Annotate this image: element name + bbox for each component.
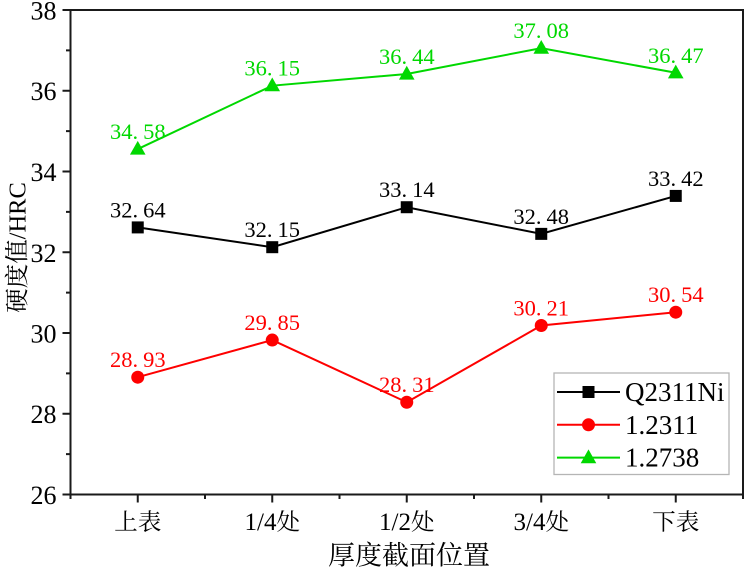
svg-text:29.85: 29. 85	[244, 310, 300, 335]
svg-text:/HRC: /HRC	[5, 182, 32, 239]
svg-text:1/2: 1/2	[379, 509, 411, 536]
svg-text:28.31: 28. 31	[379, 372, 435, 397]
svg-text:1/4: 1/4	[245, 509, 277, 536]
svg-text:1.2738: 1.2738	[625, 443, 699, 473]
svg-text:30.54: 30. 54	[648, 282, 704, 307]
svg-text:32.48: 32. 48	[513, 204, 569, 229]
svg-text:1.2311: 1.2311	[625, 410, 698, 440]
svg-text:32.15: 32. 15	[244, 217, 300, 242]
svg-text:38: 38	[31, 0, 57, 26]
svg-text:Q2311Ni: Q2311Ni	[625, 377, 725, 407]
svg-text:30: 30	[31, 320, 57, 349]
svg-text:30.21: 30. 21	[513, 296, 569, 321]
svg-text:3/4: 3/4	[514, 509, 546, 536]
svg-text:28.93: 28. 93	[110, 347, 166, 372]
svg-text:33.42: 33. 42	[648, 166, 704, 191]
svg-text:32: 32	[31, 239, 57, 268]
svg-text:36.47: 36. 47	[648, 43, 704, 68]
svg-text:36: 36	[31, 77, 57, 106]
svg-text:34.58: 34. 58	[110, 119, 166, 144]
svg-text:32.64: 32. 64	[110, 197, 166, 222]
svg-text:26: 26	[31, 481, 57, 510]
svg-text:36.15: 36. 15	[244, 56, 300, 81]
svg-text:36.44: 36. 44	[379, 44, 435, 69]
svg-text:28: 28	[31, 400, 57, 429]
svg-text:34: 34	[31, 158, 57, 187]
svg-text:37.08: 37. 08	[513, 18, 569, 43]
svg-text:33.14: 33. 14	[379, 177, 435, 202]
